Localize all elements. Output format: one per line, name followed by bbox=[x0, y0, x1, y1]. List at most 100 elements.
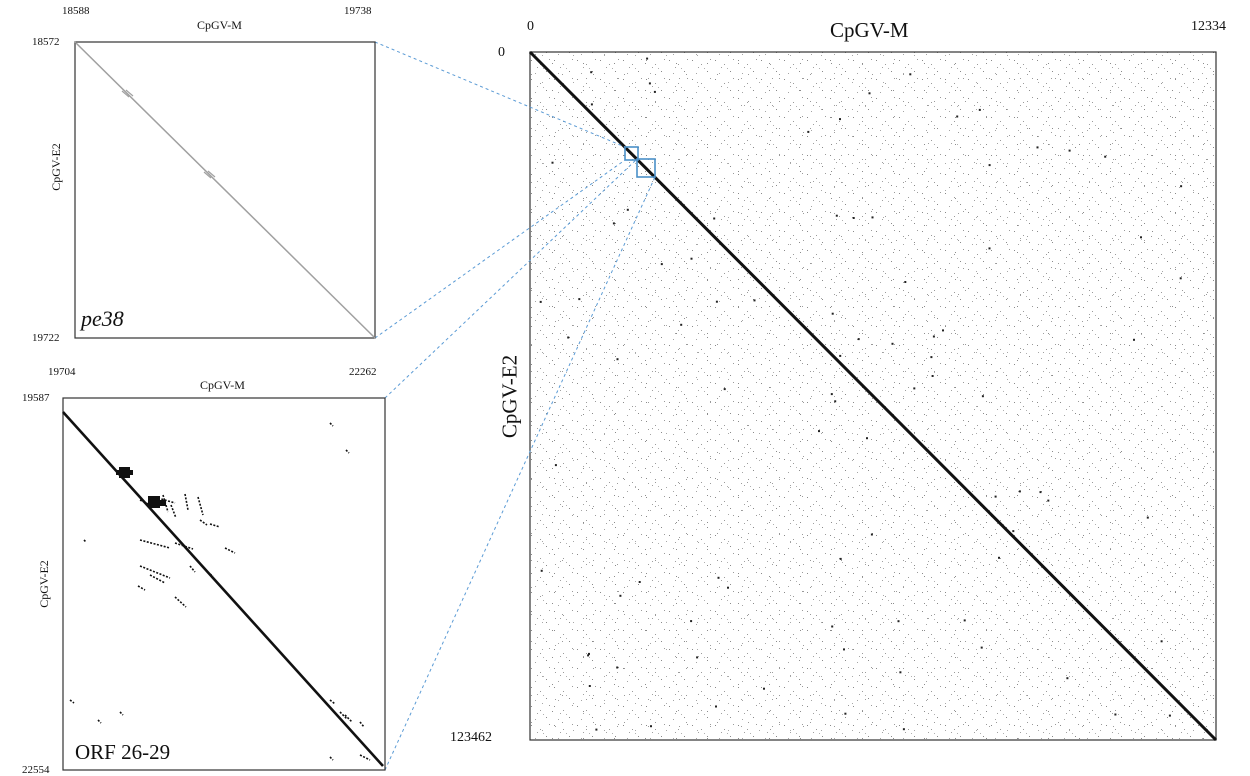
main-plot-speck bbox=[588, 652, 590, 655]
orf-plot-speck bbox=[199, 519, 208, 526]
orf-plot-speck bbox=[69, 699, 75, 704]
main-plot-speck bbox=[807, 130, 810, 133]
pe38-repeat-mark-3 bbox=[203, 171, 212, 179]
main-plot-speck bbox=[690, 257, 693, 260]
main-plot-speck bbox=[980, 646, 983, 649]
main-plot-speck bbox=[818, 430, 820, 433]
main-plot-speck bbox=[931, 375, 934, 377]
main-plot-speck bbox=[852, 217, 855, 219]
main-plot-speck bbox=[717, 576, 720, 579]
main-plot-speck bbox=[1114, 713, 1117, 716]
orf-plot-speck bbox=[83, 539, 87, 543]
main-plot-speck bbox=[835, 214, 838, 217]
orf-plot-speck bbox=[344, 714, 353, 723]
main-plot-speck bbox=[831, 625, 834, 628]
main-plot-speck bbox=[988, 164, 991, 167]
main-plot-speck bbox=[1168, 714, 1171, 717]
pe38-caption: pe38 bbox=[81, 306, 124, 331]
main-x-axis-title: CpGV-M bbox=[830, 18, 909, 42]
main-plot-speck bbox=[843, 648, 845, 651]
orf-x-axis-title: CpGV-M bbox=[200, 378, 245, 392]
orf-plot-speck bbox=[174, 542, 194, 550]
main-plot-speck bbox=[578, 298, 581, 301]
main-plot-speck bbox=[1180, 185, 1183, 188]
pe38-x-start-label: 18588 bbox=[62, 5, 90, 17]
pe38-repeat-mark-4 bbox=[207, 170, 216, 178]
zoom-box-orf bbox=[636, 158, 656, 178]
main-plot-speck bbox=[1047, 499, 1050, 502]
pe38-x-axis-title: CpGV-M bbox=[197, 18, 242, 32]
main-dot-plot bbox=[528, 50, 1218, 742]
main-plot-speck bbox=[616, 358, 619, 361]
main-plot-speck bbox=[713, 217, 716, 220]
main-plot-speck bbox=[899, 671, 902, 674]
orf-plot-speck bbox=[359, 754, 371, 761]
main-plot-speck bbox=[715, 300, 718, 303]
orf-plot-speck bbox=[209, 523, 221, 528]
main-plot-speck bbox=[1012, 530, 1015, 533]
main-plot-speck bbox=[1104, 155, 1107, 158]
main-plot-speck bbox=[723, 388, 726, 391]
main-plot-speck bbox=[680, 323, 683, 326]
pe38-dot-plot bbox=[74, 41, 376, 339]
main-plot-diagonal bbox=[528, 50, 1218, 742]
main-plot-speck bbox=[753, 299, 756, 302]
orf-plot-speck bbox=[162, 494, 169, 513]
zoom-connectors bbox=[374, 41, 656, 771]
main-plot-speck bbox=[870, 533, 873, 536]
main-plot-speck bbox=[904, 281, 907, 283]
main-plot-speck bbox=[551, 161, 554, 164]
main-plot-speck bbox=[994, 495, 997, 498]
main-plot-speck bbox=[866, 437, 868, 440]
main-plot-speck bbox=[696, 656, 699, 659]
pe38-plot-diagonal bbox=[74, 41, 376, 339]
main-plot-speck bbox=[1036, 146, 1039, 149]
orf-plot-speck bbox=[157, 497, 176, 504]
main-plot-speck bbox=[831, 312, 834, 315]
main-plot-speck bbox=[844, 712, 847, 715]
orf-y-axis-title: CpGV-E2 bbox=[37, 560, 51, 608]
main-plot-speck bbox=[590, 71, 593, 74]
orf-plot-speck bbox=[139, 565, 171, 579]
main-plot-frame bbox=[529, 51, 1217, 741]
main-plot-speck bbox=[653, 90, 656, 93]
main-plot-speck bbox=[1039, 491, 1042, 494]
orf-x-end-label: 22262 bbox=[349, 366, 377, 378]
main-plot-speck bbox=[646, 57, 649, 60]
pe38-y-start-label: 18572 bbox=[32, 36, 60, 48]
main-plot-speck bbox=[902, 728, 905, 731]
orf-plot-speck bbox=[149, 574, 166, 584]
pe38-repeat-mark-2 bbox=[125, 89, 134, 97]
orf-plot-speck bbox=[329, 756, 334, 761]
main-y-end-label: 123462 bbox=[450, 730, 492, 745]
orf-y-start-label: 19587 bbox=[22, 392, 50, 404]
main-plot-speck bbox=[956, 115, 959, 118]
main-plot-speck bbox=[891, 342, 894, 345]
main-plot-speck bbox=[871, 216, 874, 219]
main-plot-speck bbox=[540, 569, 543, 572]
main-plot-speck bbox=[616, 666, 619, 669]
main-plot-speck bbox=[1018, 490, 1021, 493]
main-plot-speck bbox=[839, 118, 841, 121]
main-plot-speck bbox=[626, 208, 629, 211]
main-plot-speck bbox=[587, 654, 590, 657]
main-plot-speck bbox=[839, 557, 842, 560]
main-y-axis-title: CpGV-E2 bbox=[497, 354, 522, 439]
main-plot-speck bbox=[660, 263, 663, 266]
main-plot-speck bbox=[834, 400, 837, 403]
pe38-y-end-label: 19722 bbox=[32, 332, 60, 344]
main-plot-speck bbox=[1133, 338, 1135, 341]
orf-plot-speck bbox=[339, 711, 348, 720]
main-plot-speck bbox=[942, 329, 944, 332]
orf-dot-plot bbox=[62, 397, 386, 771]
main-plot-speck bbox=[1179, 277, 1182, 280]
main-x-end-label: 12334 bbox=[1191, 19, 1226, 34]
main-plot-speck bbox=[963, 619, 966, 622]
orf-plot-speck bbox=[209, 573, 214, 577]
orf-x-start-label: 19704 bbox=[48, 366, 76, 378]
main-plot-speck bbox=[1140, 236, 1142, 239]
orf-plot-speck bbox=[197, 496, 204, 516]
main-plot-speck bbox=[1160, 640, 1163, 643]
